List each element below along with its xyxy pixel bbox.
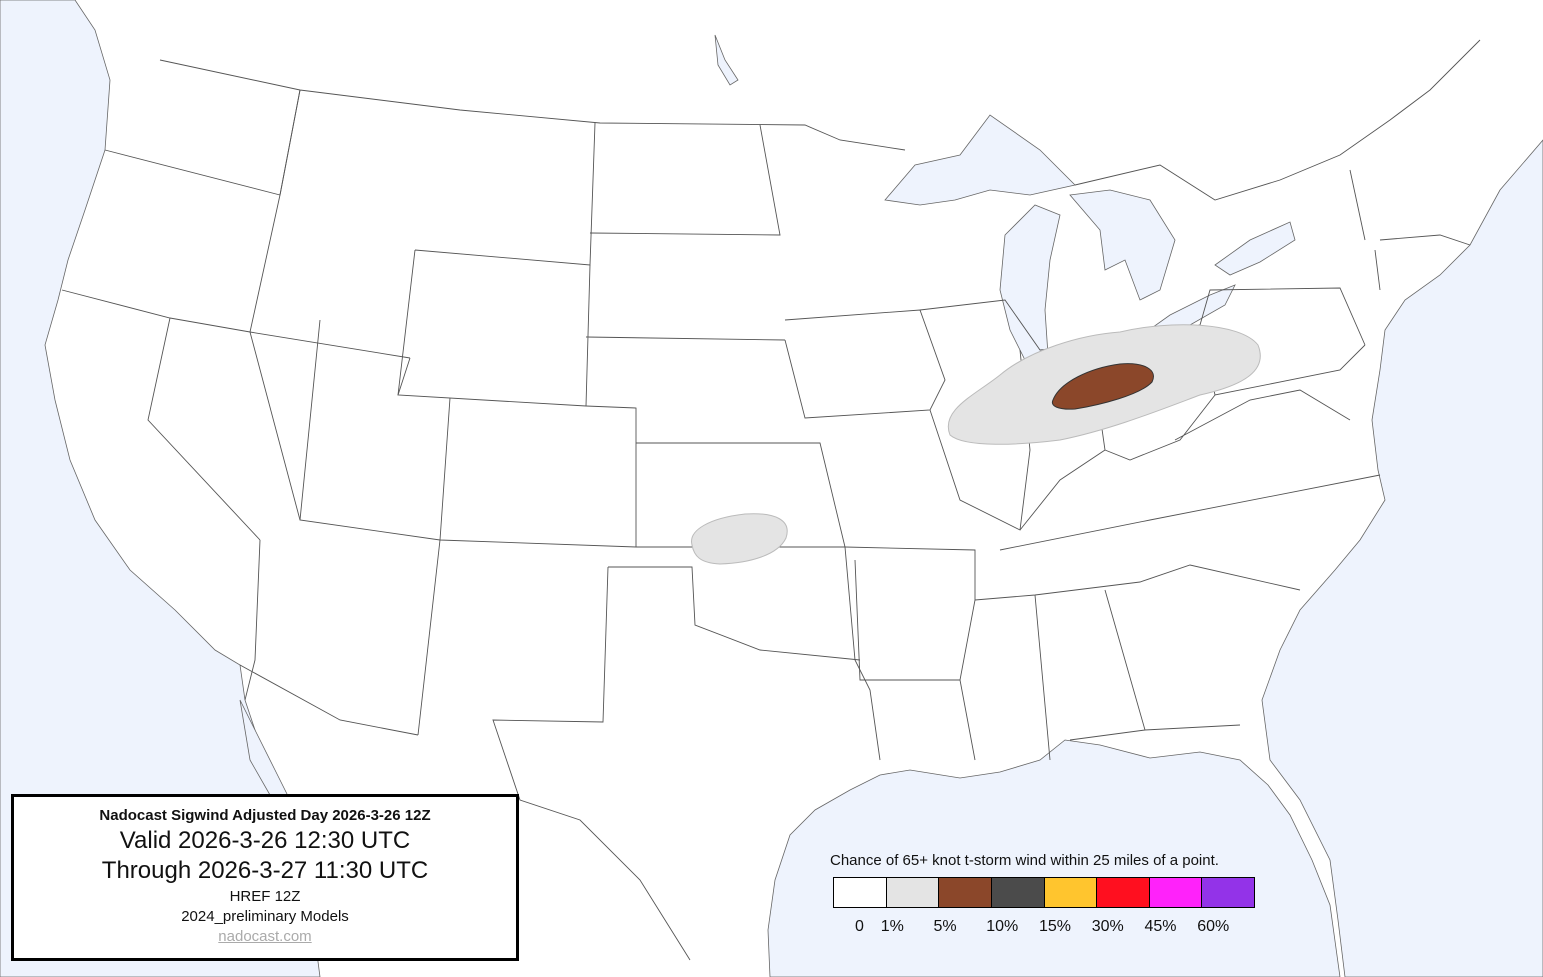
- info-box: Nadocast Sigwind Adjusted Day 2026-3-26 …: [11, 794, 519, 961]
- legend-color-bar: [833, 877, 1255, 908]
- probability-contours: [691, 324, 1261, 565]
- legend-label: 10%: [986, 918, 1019, 935]
- valid-time: Valid 2026-3-26 12:30 UTC: [119, 827, 411, 854]
- product-title: Nadocast Sigwind Adjusted Day 2026-3-26 …: [99, 807, 431, 824]
- legend-swatch: [939, 878, 992, 907]
- legend-labels: 0 1% 5% 10% 15% 30% 45% 60%: [833, 918, 1255, 936]
- legend: Chance of 65+ knot t-storm wind within 2…: [830, 852, 1270, 936]
- legend-label: 60%: [1197, 918, 1230, 935]
- gulf-of-mexico: [767, 739, 1341, 977]
- legend-label: 0: [855, 918, 864, 935]
- site-link[interactable]: nadocast.com: [218, 928, 312, 945]
- through-time: Through 2026-3-27 11:30 UTC: [101, 857, 429, 884]
- legend-swatch: [886, 878, 940, 907]
- contour-1pct-plains: [691, 513, 788, 565]
- legend-swatch: [991, 878, 1045, 907]
- legend-label: 30%: [1091, 918, 1124, 935]
- models-label: 2024_preliminary Models: [181, 908, 349, 925]
- legend-label: 45%: [1144, 918, 1177, 935]
- contour-5pct-midwest: [1051, 363, 1154, 410]
- state-borders: [61, 39, 1481, 961]
- legend-swatch: [1149, 878, 1203, 907]
- legend-swatch: [1097, 878, 1150, 907]
- atlantic-ocean: [1261, 139, 1543, 977]
- legend-swatch: [1202, 878, 1254, 907]
- model-run: HREF 12Z: [229, 888, 301, 905]
- legend-label: 5%: [933, 918, 957, 935]
- legend-swatch: [1044, 878, 1098, 907]
- legend-label: 1%: [880, 918, 904, 935]
- legend-label: 15%: [1039, 918, 1072, 935]
- legend-swatch: [834, 878, 887, 907]
- legend-caption: Chance of 65+ knot t-storm wind within 2…: [830, 852, 1219, 869]
